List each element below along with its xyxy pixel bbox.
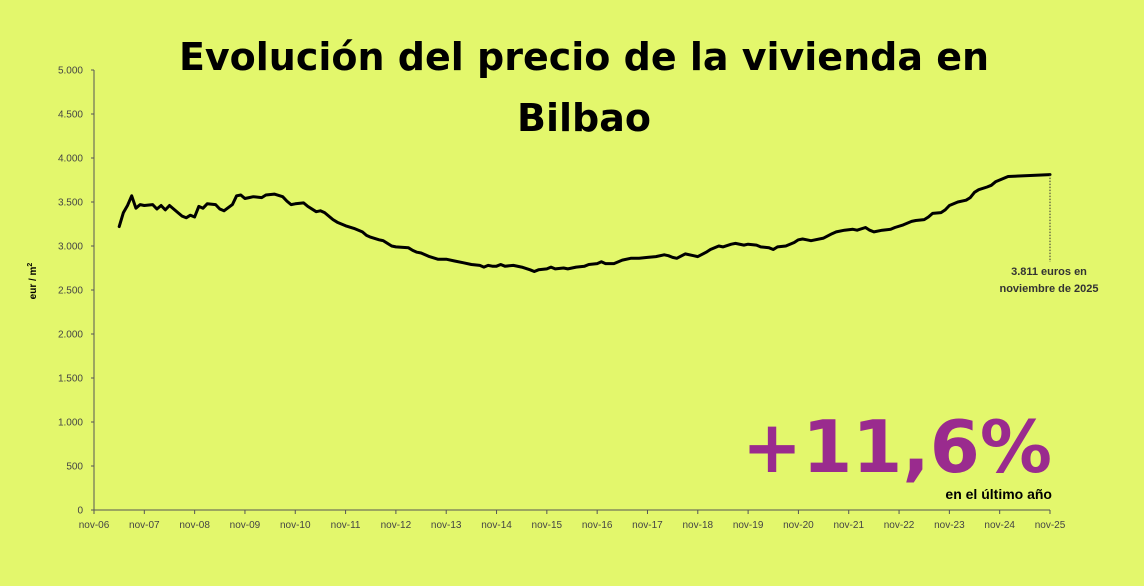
x-tick-label: nov-18	[683, 520, 714, 531]
y-axis-ticks: 0 500 1.000 1.500 2.000 2.500 3.000 3.500 4.000 4…	[58, 66, 94, 517]
x-tick-label: nov-15	[532, 520, 563, 531]
x-tick-label: nov-11	[331, 520, 361, 531]
svg-text:eur / m2: eur / m2	[27, 263, 39, 300]
x-tick-label: nov-25	[1035, 520, 1066, 531]
y-tick-label: 5.000	[58, 66, 83, 77]
x-tick-label: nov-17	[632, 520, 663, 531]
x-axis-ticks: nov-06 nov-07 nov-08 nov-09 nov-10 nov-11 nov-…	[79, 510, 1066, 531]
x-tick-label: nov-10	[280, 520, 311, 531]
y-tick-label: 2.500	[58, 286, 83, 297]
y-tick-label: 3.000	[58, 242, 83, 253]
y-axis-title-text: eur / m	[28, 266, 39, 299]
y-tick-label: 4.000	[58, 154, 83, 165]
x-tick-label: nov-06	[79, 520, 110, 531]
annual-change-value: +11,6%	[742, 405, 1052, 489]
last-value-annotation: 3.811 euros en noviembre de 2025	[999, 266, 1098, 295]
x-tick-label: nov-20	[783, 520, 814, 531]
x-tick-label: nov-07	[129, 520, 160, 531]
chart-title-line-1: Evolución del precio de la vivienda en	[179, 35, 989, 79]
y-axis-title: eur / m2	[27, 263, 39, 300]
y-axis-title-superscript: 2	[27, 263, 34, 267]
y-tick-label: 1.000	[58, 418, 83, 429]
x-tick-label: nov-14	[481, 520, 512, 531]
x-tick-label: nov-24	[984, 520, 1015, 531]
y-tick-label: 0	[77, 506, 83, 517]
x-tick-label: nov-22	[884, 520, 915, 531]
x-tick-label: nov-13	[431, 520, 462, 531]
series-line-price	[117, 173, 1052, 273]
x-tick-label: nov-19	[733, 520, 764, 531]
y-tick-label: 500	[66, 462, 83, 473]
x-tick-label: nov-08	[179, 520, 210, 531]
y-tick-label: 1.500	[58, 374, 83, 385]
y-tick-label: 3.500	[58, 198, 83, 209]
chart-title-line-2: Bilbao	[517, 96, 651, 140]
annotation-line-1: 3.811 euros en	[1011, 266, 1087, 278]
chart-title: Evolución del precio de la vivienda en B…	[179, 35, 989, 140]
x-tick-label: nov-12	[381, 520, 412, 531]
y-tick-label: 2.000	[58, 330, 83, 341]
annotation-line-2: noviembre de 2025	[999, 283, 1098, 295]
x-tick-label: nov-16	[582, 520, 613, 531]
annual-change-caption: en el último año	[945, 486, 1052, 502]
x-tick-label: nov-09	[230, 520, 261, 531]
y-tick-label: 4.500	[58, 110, 83, 121]
x-tick-label: nov-21	[833, 520, 864, 531]
x-tick-label: nov-23	[934, 520, 965, 531]
